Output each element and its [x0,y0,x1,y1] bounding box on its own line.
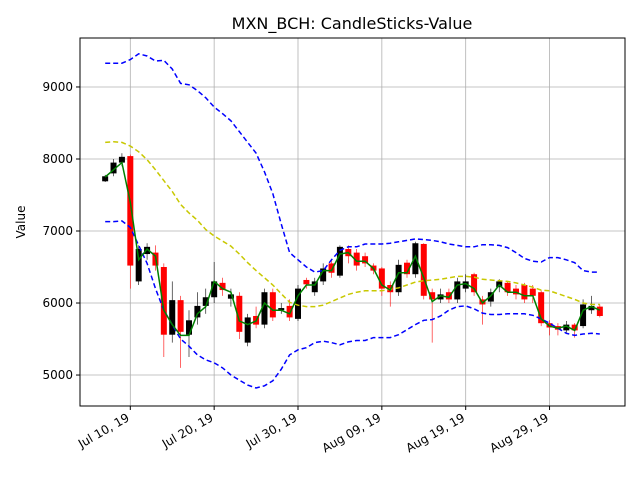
candle-body [261,292,268,325]
candle-body [362,256,369,264]
candle-body [596,306,603,316]
candle-body [269,292,276,318]
candle-body [202,297,209,306]
candle-body [211,281,218,298]
candle-body [404,262,410,275]
candle-body [378,268,385,289]
candle-body [521,285,528,300]
candle-body [236,295,243,332]
candle-body [395,264,402,293]
candle-body [538,292,545,324]
candle-body [219,282,226,291]
candle-body [295,288,301,319]
candle-body [529,288,536,296]
line-series [105,52,600,273]
y-tick-label: 9000 [42,80,73,94]
candle-body [487,292,494,302]
candle-body [336,246,343,276]
candle-body [571,324,578,331]
candle-body [412,243,419,275]
candle-body [588,305,595,311]
candle-body [135,249,142,282]
line-series [104,161,601,337]
y-tick-label: 7000 [42,224,73,238]
candle-body [303,279,310,285]
candle-body [278,308,285,311]
chart-title: MXN_BCH: CandleSticks-Value [232,14,473,34]
candle-body [580,304,587,327]
candle-body [127,156,134,266]
candle-body [186,320,192,335]
candle-body [311,281,318,293]
candle-body [110,162,117,174]
candle-body [227,294,234,299]
candle-body [471,274,478,293]
candle-body [177,300,184,332]
candle-body [328,263,335,273]
y-tick-label: 8000 [42,152,73,166]
candle-body [420,243,427,296]
candle-body [437,294,444,300]
candle-body [563,324,570,331]
candle-body [194,305,201,318]
candle-body [454,281,461,300]
candle-body [353,252,360,266]
candle-body [462,281,469,289]
plot-frame [79,37,626,407]
candle-body [429,292,436,300]
candle-body [286,305,293,318]
candle-body [320,268,327,282]
y-tick-label: 6000 [42,296,73,310]
candle-body [169,300,176,335]
line-series [105,140,600,308]
candle-body [118,156,125,163]
candle-body [504,282,511,293]
candle-body [102,176,109,182]
candle-body [160,267,167,335]
candle-body [445,292,452,300]
line-series [105,220,600,389]
candle-body [144,246,151,255]
y-tick-label: 5000 [42,368,73,382]
candle-body [244,317,251,343]
y-axis-label: Value [14,206,28,239]
